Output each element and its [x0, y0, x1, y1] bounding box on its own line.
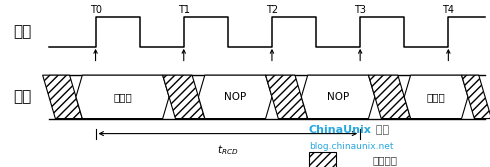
Text: NOP: NOP [224, 92, 246, 102]
Polygon shape [198, 75, 272, 119]
Text: 命令: 命令 [13, 89, 31, 104]
Text: $t_{RCD}$: $t_{RCD}$ [217, 144, 239, 157]
Text: 读或写: 读或写 [427, 92, 445, 102]
Text: T0: T0 [90, 5, 101, 15]
Polygon shape [462, 75, 490, 119]
Text: T4: T4 [442, 5, 454, 15]
Polygon shape [309, 152, 336, 167]
Text: T1: T1 [178, 5, 190, 15]
Polygon shape [368, 75, 411, 119]
Polygon shape [76, 75, 169, 119]
Text: NOP: NOP [327, 92, 349, 102]
Text: ChinaUnix: ChinaUnix [309, 125, 371, 135]
Text: T3: T3 [354, 5, 366, 15]
Text: 博客: 博客 [372, 125, 390, 135]
Polygon shape [163, 75, 205, 119]
Text: T2: T2 [266, 5, 278, 15]
Polygon shape [266, 75, 308, 119]
Polygon shape [43, 75, 82, 119]
Text: blog.chinaunix.net: blog.chinaunix.net [309, 142, 393, 151]
Text: 不用关心: 不用关心 [372, 155, 397, 165]
Polygon shape [301, 75, 375, 119]
Text: 时钟: 时钟 [13, 24, 31, 39]
Polygon shape [404, 75, 468, 119]
Text: 行有效: 行有效 [113, 92, 132, 102]
